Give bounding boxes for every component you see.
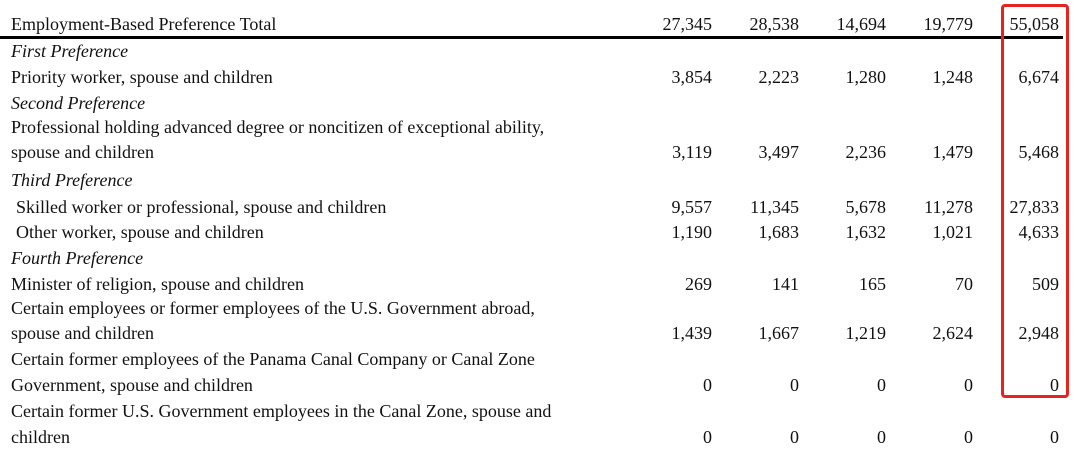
cell-value-col4: 0 (964, 375, 973, 395)
row-label: Second Preference (11, 93, 146, 113)
cell-value-col4: 1,021 (932, 222, 974, 242)
cell-value-col5: 2,948 (1018, 323, 1060, 343)
cell-value-col4: 1,248 (932, 67, 974, 87)
table-row: spouse and children 3,119 3,497 2,236 1,479 5… (0, 139, 1080, 165)
table-row: Professional holding advanced degree or … (0, 114, 1080, 140)
cell-value-col1: 1,439 (671, 323, 713, 343)
cell-value-col2: 0 (790, 375, 799, 395)
row-label: Minister of religion, spouse and childre… (11, 274, 304, 294)
header-rule (0, 36, 1063, 39)
cell-value-col2: 28,538 (749, 14, 800, 34)
cell-value-col3: 1,632 (845, 222, 887, 242)
cell-value-col5: 6,674 (1018, 67, 1060, 87)
cell-value-col5: 5,468 (1018, 142, 1060, 162)
row-label: Certain employees or former employees of… (11, 298, 535, 318)
cell-value-col1: 269 (685, 274, 712, 294)
cell-value-col3: 2,236 (845, 142, 887, 162)
table-row: Certain former U.S. Government employees… (0, 398, 1080, 424)
cell-value-col2: 11,345 (750, 197, 799, 217)
section-heading: Second Preference (0, 90, 1080, 116)
cell-value-col2: 1,683 (758, 222, 800, 242)
table-row: children 0 0 0 0 0 (0, 424, 1080, 450)
cell-value-col5: 4,633 (1018, 222, 1060, 242)
cell-value-col1: 9,557 (671, 197, 713, 217)
cell-value-col1: 3,119 (672, 142, 712, 162)
table-row: Certain employees or former employees of… (0, 295, 1080, 321)
cell-value-col3: 0 (877, 427, 886, 447)
table-row: Skilled worker or professional, spouse a… (0, 194, 1080, 220)
table-row: Government, spouse and children 0 0 0 0 0 (0, 372, 1080, 398)
cell-value-col2: 1,667 (758, 323, 800, 343)
row-label: Fourth Preference (11, 248, 144, 268)
cell-value-col5: 0 (1050, 375, 1059, 395)
row-label: spouse and children (11, 323, 154, 343)
cell-value-col4: 11,278 (924, 197, 973, 217)
cell-value-col3: 1,219 (845, 323, 887, 343)
cell-value-col4: 2,624 (932, 323, 974, 343)
cell-value-col2: 0 (790, 427, 799, 447)
row-label: spouse and children (11, 142, 154, 162)
row-label: Government, spouse and children (11, 375, 253, 395)
cell-value-col3: 14,694 (836, 14, 887, 34)
cell-value-col3: 5,678 (845, 197, 887, 217)
cell-value-col2: 141 (772, 274, 799, 294)
cell-value-col5: 509 (1032, 274, 1059, 294)
cell-value-col4: 1,479 (932, 142, 974, 162)
table-row: Other worker, spouse and children 1,190 1,… (0, 219, 1080, 245)
cell-value-col3: 0 (877, 375, 886, 395)
cell-value-col1: 1,190 (671, 222, 713, 242)
table-row: Priority worker, spouse and children 3,85… (0, 64, 1080, 90)
cell-value-col4: 70 (955, 274, 973, 294)
cell-value-col1: 0 (703, 427, 712, 447)
row-label: Employment-Based Preference Total (11, 14, 277, 34)
cell-value-col1: 3,854 (671, 67, 713, 87)
cell-value-col5: 0 (1050, 427, 1059, 447)
section-heading: First Preference (0, 38, 1080, 64)
table-row: Minister of religion, spouse and childre… (0, 271, 1080, 297)
cell-value-col3: 1,280 (845, 67, 887, 87)
cell-value-col1: 27,345 (662, 14, 713, 34)
total-row: Employment-Based Preference Total 27,345 2… (0, 11, 1080, 37)
row-label: Skilled worker or professional, spouse a… (16, 197, 387, 217)
cell-value-col2: 3,497 (758, 142, 800, 162)
row-label: Other worker, spouse and children (16, 222, 264, 242)
cell-value-col3: 165 (859, 274, 886, 294)
highlight-box (1001, 4, 1069, 398)
section-heading: Third Preference (0, 167, 1080, 193)
cell-value-col1: 0 (703, 375, 712, 395)
row-label: Certain former employees of the Panama C… (11, 349, 535, 369)
row-label: Third Preference (11, 170, 133, 190)
row-label: Professional holding advanced degree or … (11, 117, 545, 137)
table-row: Certain former employees of the Panama C… (0, 346, 1080, 372)
row-label: Certain former U.S. Government employees… (11, 401, 552, 421)
row-label: First Preference (11, 41, 129, 61)
row-label: children (11, 427, 70, 447)
cell-value-col4: 19,779 (923, 14, 974, 34)
cell-value-col2: 2,223 (758, 67, 800, 87)
cell-value-col5: 55,058 (1009, 14, 1060, 34)
section-heading: Fourth Preference (0, 245, 1080, 271)
cell-value-col5: 27,833 (1009, 197, 1060, 217)
row-label: Priority worker, spouse and children (11, 67, 273, 87)
cell-value-col4: 0 (964, 427, 973, 447)
table-row: spouse and children 1,439 1,667 1,219 2,624 2… (0, 320, 1080, 346)
